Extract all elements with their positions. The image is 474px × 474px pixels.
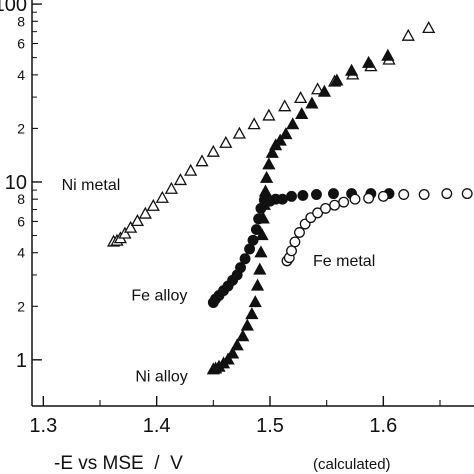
data-point bbox=[260, 170, 274, 183]
data-point bbox=[245, 307, 259, 320]
data-point bbox=[273, 133, 287, 146]
data-point bbox=[363, 192, 375, 204]
data-point bbox=[311, 82, 325, 95]
x-axis-ticks: 1.3 1.4 1.5 1.6 bbox=[29, 396, 441, 437]
x-tick-label: 1.6 bbox=[369, 415, 397, 437]
y-minor-tick-label: 8 bbox=[17, 13, 25, 29]
y-tick-label: 1 bbox=[16, 350, 27, 372]
data-point bbox=[124, 220, 138, 233]
y-tick-label: 100 bbox=[0, 0, 27, 16]
data-point bbox=[254, 245, 268, 258]
data-point bbox=[320, 202, 331, 214]
data-point bbox=[236, 329, 250, 342]
data-point bbox=[329, 199, 341, 211]
data-point bbox=[294, 227, 305, 238]
data-point bbox=[155, 190, 169, 203]
y-minor-tick-label: 2 bbox=[17, 298, 25, 314]
data-point bbox=[345, 63, 359, 76]
data-point bbox=[248, 295, 262, 308]
series-label: Ni metal bbox=[62, 177, 121, 194]
data-point bbox=[286, 190, 297, 202]
data-point bbox=[262, 108, 276, 121]
y-minor-tick-label: 6 bbox=[17, 213, 25, 229]
data-point bbox=[230, 338, 244, 351]
data-point bbox=[258, 184, 273, 197]
x-tick-label: 1.5 bbox=[256, 415, 284, 437]
y-axis-ticks: 1 10 100 2 4 6 8 2 4 6 8 bbox=[0, 0, 42, 372]
data-point bbox=[461, 188, 473, 200]
data-point bbox=[338, 196, 350, 208]
data-point bbox=[377, 190, 389, 202]
data-point bbox=[164, 181, 178, 194]
data-point bbox=[381, 48, 395, 61]
data-point bbox=[184, 163, 198, 176]
data-point bbox=[250, 224, 262, 235]
series-fe-alloy bbox=[207, 188, 395, 308]
data-point bbox=[401, 28, 415, 41]
data-point bbox=[349, 193, 361, 205]
data-point bbox=[195, 154, 209, 167]
data-point bbox=[305, 96, 319, 109]
data-point bbox=[312, 207, 324, 219]
data-point bbox=[265, 145, 279, 158]
data-point bbox=[317, 84, 331, 97]
y-minor-tick-label: 4 bbox=[17, 245, 25, 261]
y-minor-tick-label: 8 bbox=[17, 191, 25, 207]
x-axis-label-note: (calculated) bbox=[313, 456, 391, 473]
data-point bbox=[173, 173, 188, 186]
data-point bbox=[286, 245, 297, 257]
series-label: Fe alloy bbox=[131, 288, 187, 305]
data-point bbox=[235, 262, 246, 274]
y-minor-tick-label: 2 bbox=[17, 120, 25, 136]
data-point bbox=[297, 189, 309, 201]
series-fe-metal bbox=[281, 188, 473, 267]
data-point bbox=[206, 144, 220, 157]
y-tick-label: 10 bbox=[5, 172, 27, 194]
data-point bbox=[418, 189, 430, 200]
y-minor-tick-label: 4 bbox=[17, 67, 25, 83]
x-axis-label: -E vs MSE / V bbox=[54, 453, 183, 474]
data-point bbox=[278, 99, 292, 112]
data-point bbox=[239, 253, 251, 265]
data-point bbox=[253, 213, 265, 225]
data-point bbox=[294, 91, 308, 104]
data-point bbox=[232, 126, 246, 139]
data-point bbox=[311, 189, 322, 200]
data-point bbox=[289, 236, 301, 248]
data-point bbox=[250, 278, 265, 291]
data-markers bbox=[107, 21, 473, 375]
data-point bbox=[221, 352, 235, 365]
data-point bbox=[138, 206, 152, 219]
data-point bbox=[277, 193, 288, 205]
data-point bbox=[441, 188, 453, 200]
data-point bbox=[226, 346, 240, 359]
data-point bbox=[247, 234, 259, 246]
data-point bbox=[422, 21, 436, 34]
data-point bbox=[219, 135, 233, 148]
data-point bbox=[328, 188, 339, 200]
data-point bbox=[330, 73, 344, 86]
x-tick-label: 1.4 bbox=[143, 415, 171, 437]
series-labels: Ni metal Ni alloy Fe alloy Fe metal bbox=[62, 177, 376, 386]
x-tick-label: 1.3 bbox=[29, 415, 57, 437]
data-point bbox=[286, 117, 300, 130]
data-point bbox=[398, 189, 410, 200]
data-point bbox=[130, 214, 144, 227]
data-point bbox=[253, 262, 267, 275]
data-point bbox=[279, 127, 293, 140]
series-label: Ni alloy bbox=[135, 369, 187, 386]
data-point bbox=[118, 226, 132, 239]
data-point bbox=[295, 106, 309, 119]
data-point bbox=[262, 157, 276, 170]
series-label: Fe metal bbox=[313, 253, 375, 270]
data-point bbox=[362, 55, 376, 68]
data-point bbox=[240, 318, 254, 331]
data-point bbox=[146, 198, 160, 211]
data-point bbox=[255, 228, 269, 241]
data-point bbox=[247, 117, 261, 130]
y-minor-tick-label: 6 bbox=[17, 36, 25, 52]
plot-frame bbox=[31, 0, 474, 407]
